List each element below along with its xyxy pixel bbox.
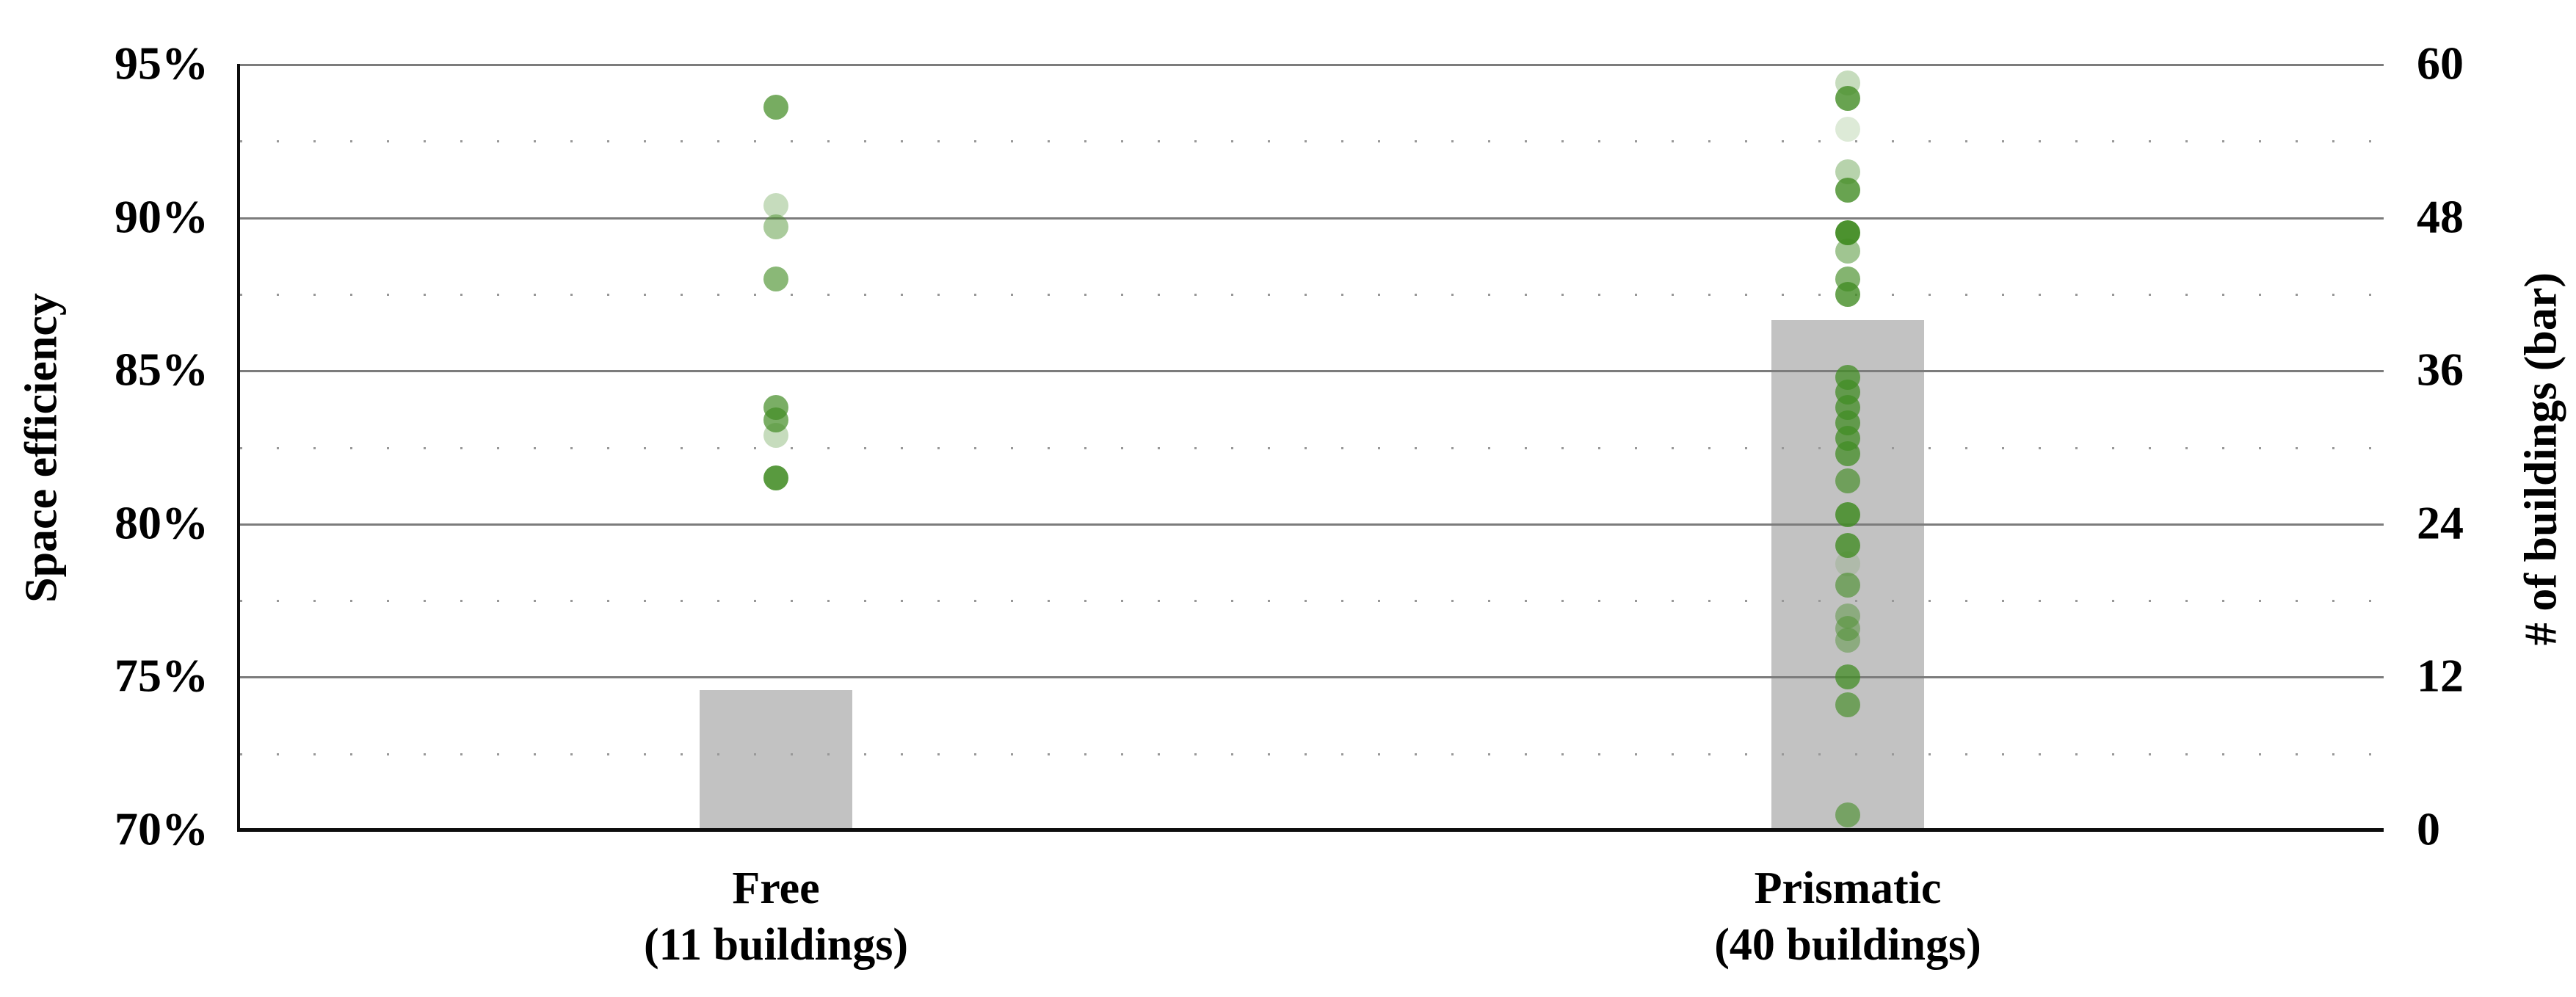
- efficiency-dot-free: [763, 422, 788, 448]
- gridline-dotted-midline: [240, 446, 2384, 449]
- efficiency-dot-prismatic: [1835, 603, 1860, 628]
- y-right-tick-24: 24: [2417, 496, 2464, 549]
- efficiency-dot-prismatic: [1835, 802, 1860, 828]
- y-left-tick-85: 85%: [115, 343, 208, 396]
- efficiency-dot-free: [763, 407, 788, 432]
- efficiency-dot-prismatic: [1835, 551, 1860, 577]
- category-label-free: Free (11 buildings): [644, 860, 908, 974]
- efficiency-dot-free: [763, 192, 788, 218]
- efficiency-dot-prismatic: [1835, 239, 1860, 264]
- y-axis-title-right: # of buildings (bar): [2516, 272, 2566, 646]
- efficiency-dot-prismatic: [1835, 692, 1860, 717]
- y-right-tick-48: 48: [2417, 190, 2464, 243]
- y-left-tick-90: 90%: [115, 190, 208, 243]
- y-right-tick-12: 12: [2417, 650, 2464, 703]
- count-bar-free: [700, 689, 852, 830]
- y-right-tick-0: 0: [2417, 802, 2440, 855]
- y-right-tick-36: 36: [2417, 343, 2464, 396]
- efficiency-dot-prismatic: [1835, 533, 1860, 558]
- efficiency-dot-prismatic: [1835, 502, 1860, 528]
- y-left-tick-70: 70%: [115, 802, 208, 855]
- efficiency-dot-prismatic: [1835, 178, 1860, 203]
- x-axis-line: [237, 828, 2384, 832]
- gridline-85%: [240, 370, 2384, 373]
- efficiency-dot-prismatic: [1835, 281, 1860, 307]
- gridline-dotted-midline: [240, 293, 2384, 296]
- efficiency-dot-prismatic: [1835, 441, 1860, 466]
- gridline-95%: [240, 64, 2384, 66]
- efficiency-dot-free: [763, 95, 788, 120]
- gridline-80%: [240, 523, 2384, 526]
- y-left-tick-75: 75%: [115, 650, 208, 703]
- efficiency-dot-free: [763, 465, 788, 491]
- y-axis-title-left: Space efficiency: [16, 293, 67, 603]
- y-left-tick-95: 95%: [115, 37, 208, 90]
- y-axis-line: [237, 64, 240, 832]
- gridline-75%: [240, 676, 2384, 679]
- efficiency-dot-free: [763, 214, 788, 240]
- efficiency-dot-prismatic: [1835, 468, 1860, 494]
- efficiency-dot-prismatic: [1835, 664, 1860, 690]
- gridline-dotted-midline: [240, 753, 2384, 755]
- efficiency-dot-prismatic: [1835, 615, 1860, 641]
- gridline-dotted-midline: [240, 140, 2384, 143]
- gridline-90%: [240, 217, 2384, 220]
- efficiency-dot-prismatic: [1835, 116, 1860, 142]
- category-count: (40 buildings): [1714, 920, 1981, 970]
- efficiency-dot-free: [763, 267, 788, 292]
- efficiency-dot-prismatic: [1835, 628, 1860, 653]
- y-right-tick-60: 60: [2417, 37, 2464, 90]
- category-count: (11 buildings): [643, 920, 909, 970]
- y-left-tick-80: 80%: [115, 496, 208, 549]
- efficiency-dot-prismatic: [1835, 573, 1860, 598]
- category-name: Prismatic: [1754, 863, 1942, 913]
- efficiency-dot-prismatic: [1835, 85, 1860, 111]
- gridline-dotted-midline: [240, 600, 2384, 603]
- category-label-prismatic: Prismatic (40 buildings): [1714, 860, 1981, 974]
- plot-area: [237, 64, 2384, 832]
- category-name: Free: [732, 863, 820, 913]
